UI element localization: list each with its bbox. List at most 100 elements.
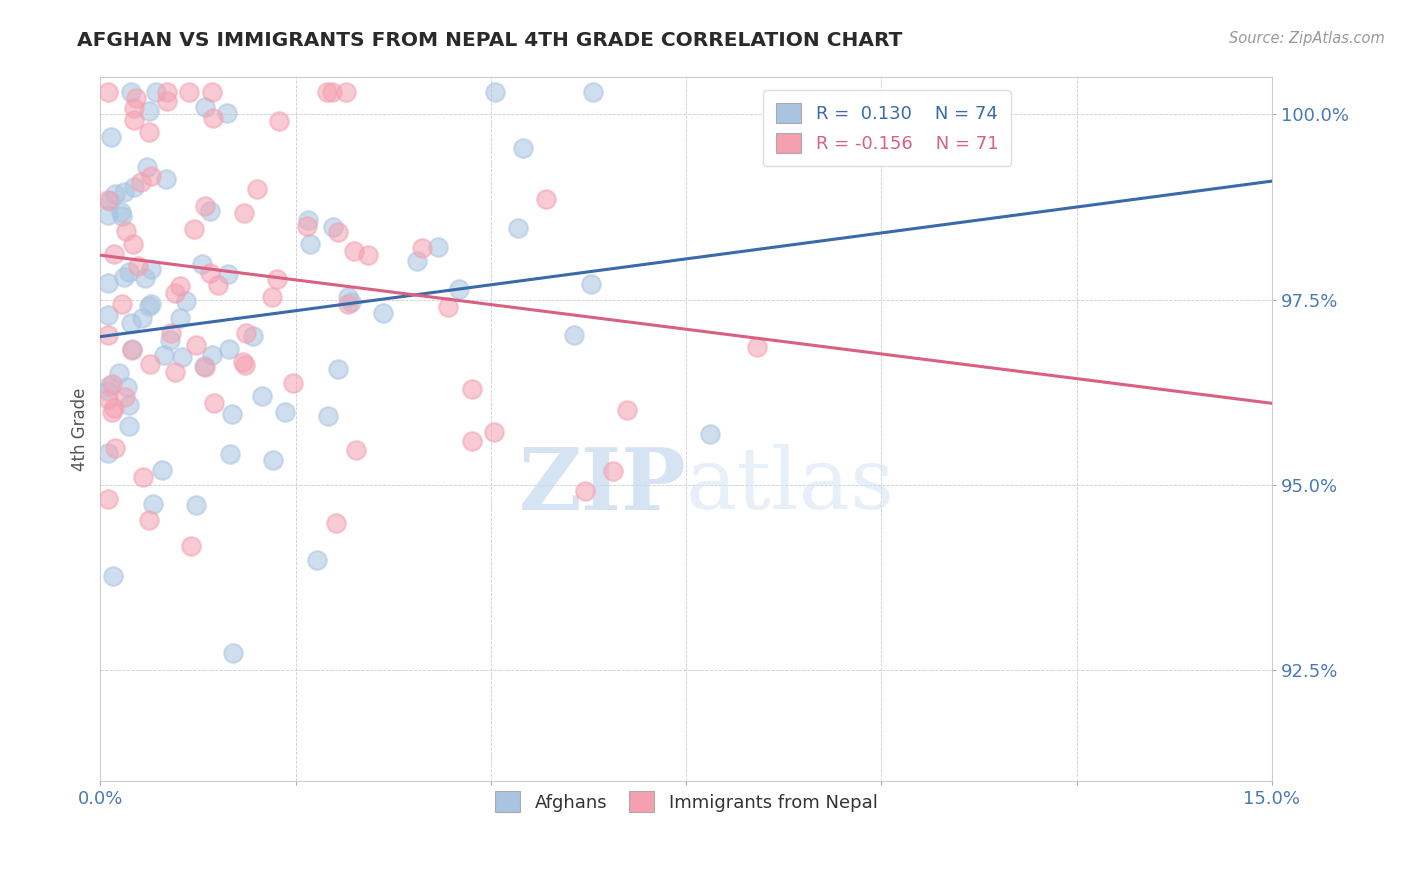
Point [582,85,605,99]
Point [183,221,205,235]
Point [103,401,125,415]
Point [160,326,183,340]
Point [233,206,256,220]
Point [274,404,297,418]
Point [325,516,347,530]
Point [97,308,120,322]
Point [170,350,193,364]
Point [120,316,142,330]
Point [169,311,191,326]
Point [97,277,120,291]
Point [97,328,120,343]
Point [337,291,360,305]
Point [97,384,120,398]
Point [246,182,269,196]
Point [322,219,344,234]
Point [101,405,124,419]
Point [141,262,163,277]
Point [103,568,125,582]
Point [193,359,215,374]
Point [111,297,134,311]
Point [186,498,208,512]
Point [200,348,222,362]
Point [194,360,217,375]
Point [221,407,243,421]
Point [163,365,186,379]
Point [97,492,120,507]
Point [267,114,290,128]
Point [169,279,191,293]
Point [98,194,121,209]
Point [232,355,254,369]
Point [121,85,143,99]
Point [340,295,363,310]
Point [112,269,135,284]
Text: ZIP: ZIP [519,443,686,527]
Point [138,125,160,139]
Point [336,296,359,310]
Point [155,172,177,186]
Point [616,403,638,417]
Point [328,225,350,239]
Point [217,267,239,281]
Point [222,646,245,660]
Point [97,208,120,222]
Point [191,257,214,271]
Point [262,453,284,467]
Point [252,389,274,403]
Point [342,244,364,259]
Point [562,328,585,343]
Point [484,85,506,99]
Point [97,85,120,99]
Point [235,326,257,340]
Point [174,293,197,308]
Point [100,129,122,144]
Point [297,213,319,227]
Point [344,443,367,458]
Point [122,113,145,128]
Point [461,434,484,448]
Point [186,338,208,352]
Point [163,286,186,301]
Point [132,470,155,484]
Point [141,169,163,183]
Point [121,237,143,252]
Point [177,85,200,99]
Point [194,100,217,114]
Point [104,441,127,455]
Point [321,85,343,99]
Point [326,362,349,376]
Point [97,392,120,407]
Point [218,447,240,461]
Point [131,310,153,325]
Y-axis label: 4th Grade: 4th Grade [72,387,89,471]
Point [115,379,138,393]
Legend: Afghans, Immigrants from Nepal: Afghans, Immigrants from Nepal [482,779,890,825]
Text: Source: ZipAtlas.com: Source: ZipAtlas.com [1229,31,1385,46]
Point [129,175,152,189]
Point [156,94,179,108]
Point [122,101,145,115]
Point [283,376,305,391]
Point [266,272,288,286]
Point [103,247,125,261]
Point [114,391,136,405]
Point [112,185,135,199]
Point [436,300,458,314]
Point [153,348,176,362]
Point [198,266,221,280]
Text: AFGHAN VS IMMIGRANTS FROM NEPAL 4TH GRADE CORRELATION CHART: AFGHAN VS IMMIGRANTS FROM NEPAL 4TH GRAD… [77,31,903,50]
Point [122,179,145,194]
Point [305,552,328,566]
Point [127,259,149,273]
Point [97,379,120,393]
Point [699,426,721,441]
Point [100,377,122,392]
Point [111,210,134,224]
Point [335,85,357,99]
Point [118,398,141,412]
Point [508,221,530,235]
Point [135,160,157,174]
Point [316,85,339,99]
Point [201,85,224,99]
